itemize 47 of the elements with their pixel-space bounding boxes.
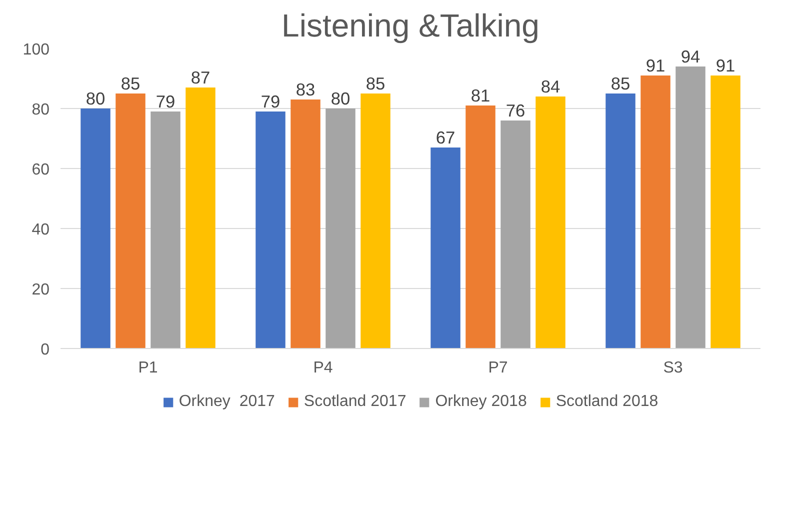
bar (360, 94, 390, 348)
bar (150, 112, 180, 348)
bar (536, 96, 566, 348)
y-tick-label: 40 (32, 222, 50, 238)
data-label: 79 (156, 92, 176, 112)
bar (710, 76, 740, 348)
y-tick-label: 60 (32, 162, 50, 178)
data-label: 85 (120, 74, 140, 94)
bar (606, 94, 636, 348)
x-tick-label: S3 (663, 360, 683, 376)
data-label: 91 (646, 56, 666, 76)
data-label: 81 (470, 86, 490, 106)
bar (676, 66, 706, 348)
data-label: 91 (716, 56, 736, 76)
y-tick-label: 20 (32, 282, 50, 298)
y-tick-label: 100 (22, 42, 50, 58)
data-label: 85 (366, 74, 386, 94)
data-label: 83 (296, 80, 316, 100)
bar (430, 148, 460, 348)
data-label: 76 (506, 100, 526, 120)
y-tick-label: 80 (32, 102, 50, 118)
bar (466, 106, 496, 348)
data-label: 79 (260, 92, 280, 112)
data-label: 94 (680, 46, 700, 66)
bar (326, 108, 356, 348)
y-tick-label: 0 (40, 342, 50, 358)
data-label: 67 (436, 128, 456, 148)
x-tick-label: P1 (138, 360, 158, 376)
data-label: 80 (330, 88, 350, 108)
legend-label: Orkney 2018 (435, 392, 527, 410)
legend-label: Scotland 2017 (304, 392, 406, 410)
bar (116, 94, 146, 348)
data-label: 84 (540, 76, 560, 96)
chart-title: Listening &Talking (282, 8, 540, 44)
legend-label: Orkney 2017 (178, 392, 275, 410)
bar (256, 112, 286, 348)
data-label: 87 (190, 68, 210, 88)
bar (186, 88, 216, 348)
x-tick-label: P7 (488, 360, 508, 376)
bar (640, 76, 670, 348)
bar (80, 108, 110, 348)
bar (290, 100, 320, 348)
data-label: 80 (86, 88, 106, 108)
bar (500, 120, 530, 348)
data-label: 85 (610, 74, 630, 94)
legend-label: Scotland 2018 (556, 392, 658, 410)
x-tick-label: P4 (313, 360, 333, 376)
